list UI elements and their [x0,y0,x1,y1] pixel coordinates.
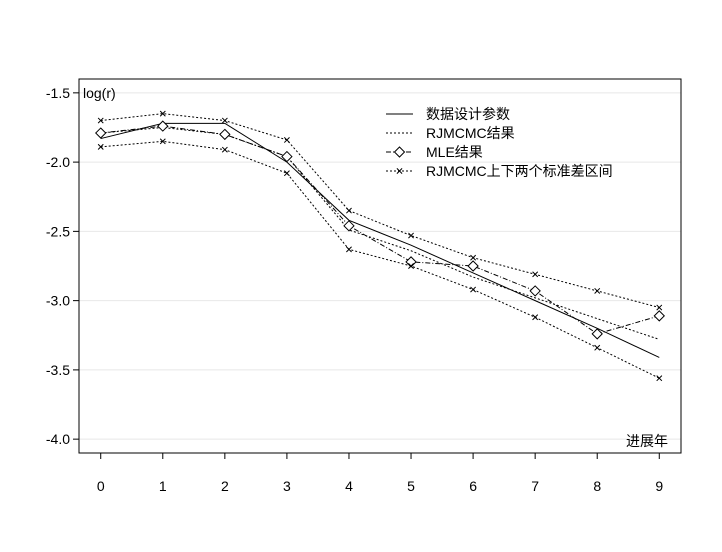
series-4-point-7 [532,314,539,321]
series-2-point-4 [343,220,355,232]
series-1 [100,126,660,340]
series-2-point-6 [467,260,479,272]
series-4-point-8 [594,344,601,351]
series-2-point-5 [405,256,417,268]
series-2-point-7 [529,285,541,297]
series-0 [100,122,660,358]
x-tick-label-9: 9 [655,478,663,494]
series-4-point-5 [408,263,414,269]
series-3-point-6 [470,254,477,261]
legend-label-3: RJMCMC上下两个标准差区间 [426,163,613,179]
legend-marker-2 [393,146,406,158]
series-2-point-1 [157,120,169,132]
series-2-point-2 [219,128,231,141]
series-3-point-4 [346,207,352,214]
grid-lines [79,92,681,440]
series-layer [95,110,665,382]
x-tick-label-5: 5 [407,478,415,494]
series-3-point-1 [159,110,166,117]
series-4-point-9 [656,375,663,382]
plot-frame [78,78,682,454]
series-3-point-8 [594,287,601,294]
y-tick-label-4: -3.5 [46,362,70,378]
series-2-point-0 [95,127,107,139]
series-4-point-0 [97,143,104,150]
x-tick-label-0: 0 [97,478,105,494]
series-2 [95,120,665,340]
legend: 数据设计参数 RJMCMC结果 MLE结果 RJMCMC上下两个标准差区间 [386,106,613,179]
series-line-2 [100,125,660,335]
series-2-point-3 [281,150,293,163]
x-tick-label-8: 8 [593,478,601,494]
y-tick-label-0: -1.5 [46,85,70,101]
y-tick-label-1: -2.0 [46,154,70,170]
series-4 [97,138,663,382]
x-tick-label-7: 7 [531,478,539,494]
x-tick-label-6: 6 [469,478,477,494]
series-4-point-4 [346,246,352,253]
series-3-point-9 [656,304,663,311]
y-tick-label-2: -2.5 [46,223,70,239]
series-line-1 [100,126,660,340]
x-tick-label-1: 1 [159,478,167,494]
series-line-4 [100,140,660,379]
y-tick-label-3: -3.0 [46,293,70,309]
axes: -1.5 -2.0 -2.5 -3.0 -3.5 -4.0 0 1 2 3 4 5 6 7 8 9 [46,85,664,494]
series-3-point-2 [221,117,228,124]
series-4-point-1 [159,138,166,145]
series-4-point-2 [221,146,228,153]
series-4-point-3 [283,170,290,177]
legend-label-0: 数据设计参数 [426,106,510,122]
legend-label-1: RJMCMC结果 [426,125,515,141]
y-axis-label: log(r) [83,85,116,101]
legend-marker-3 [396,168,403,174]
x-tick-label-3: 3 [283,478,291,494]
x-axis-label: 进展年 [626,433,668,449]
series-4-point-6 [470,286,477,293]
series-2-point-8 [591,328,603,340]
x-tick-label-2: 2 [221,478,229,494]
x-tick-label-4: 4 [345,478,353,494]
y-tick-label-5: -4.0 [46,431,70,447]
series-line-3 [100,113,660,309]
series-3-point-0 [97,117,104,124]
series-line-0 [100,122,660,358]
series-3-point-3 [283,136,290,143]
series-2-point-9 [653,310,665,322]
legend-label-2: MLE结果 [426,144,483,160]
series-3 [97,110,663,311]
series-3-point-7 [532,271,539,278]
series-3-point-5 [408,232,414,239]
